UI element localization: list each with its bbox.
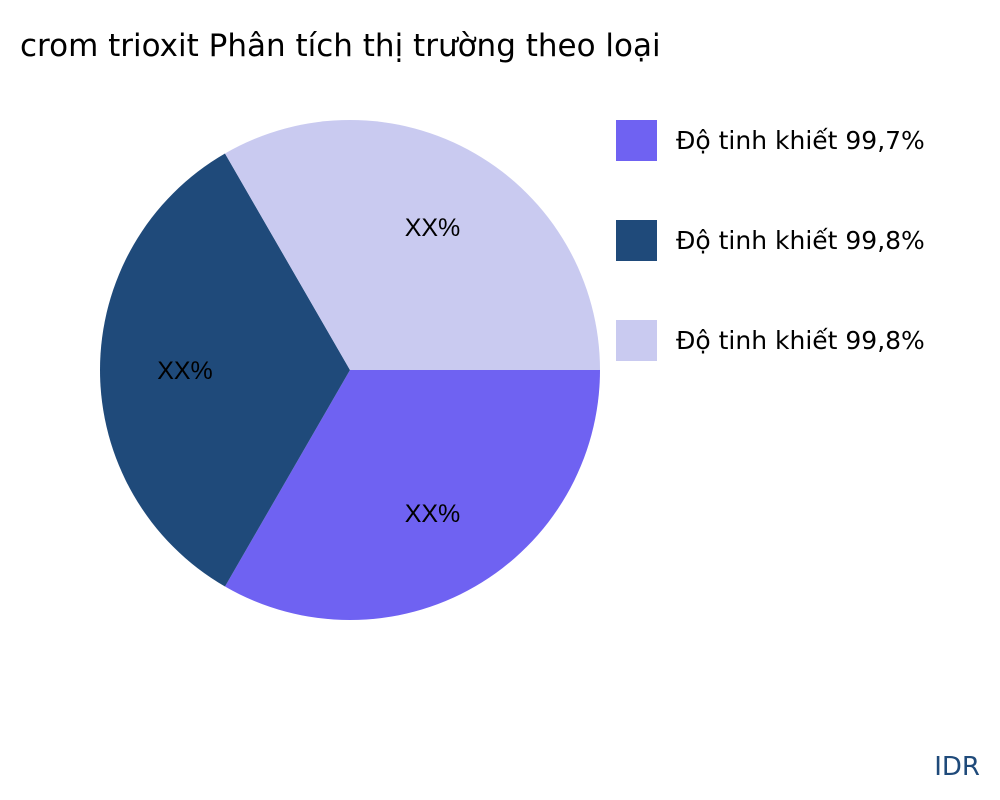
legend-swatch [616,320,657,361]
pie-slice[interactable] [225,119,600,370]
pie-slice[interactable] [225,370,600,620]
legend-item[interactable]: Độ tinh khiết 99,8% [616,220,925,261]
legend-item[interactable]: Độ tinh khiết 99,7% [616,120,925,161]
legend-label: Độ tinh khiết 99,8% [676,226,925,255]
slice-data-label: XX% [157,357,213,385]
slice-data-label: XX% [405,500,461,528]
legend-item[interactable]: Độ tinh khiết 99,8% [616,320,925,361]
brand-logo-text: IDR [934,752,980,782]
legend-label: Độ tinh khiết 99,8% [676,326,925,355]
legend-label: Độ tinh khiết 99,7% [676,126,925,155]
legend-swatch [616,120,657,161]
legend-swatch [616,220,657,261]
slice-data-label: XX% [405,214,461,242]
chart-title: crom trioxit Phân tích thị trường theo l… [20,28,661,64]
